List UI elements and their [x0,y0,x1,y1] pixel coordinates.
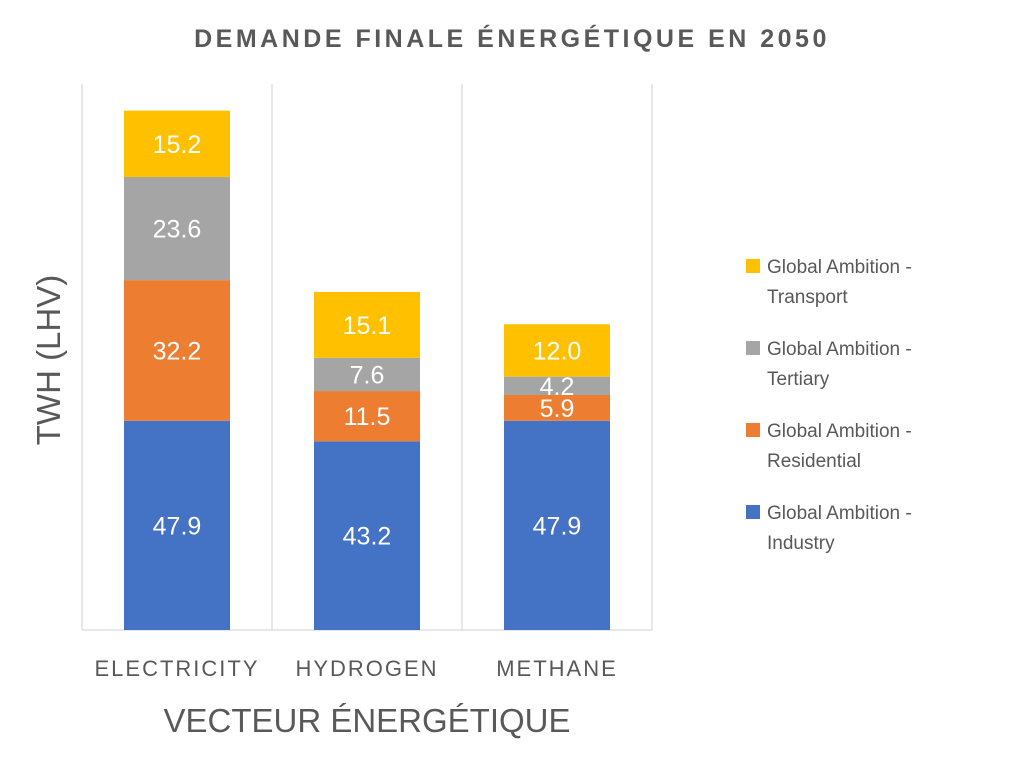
chart-title: DEMANDE FINALE ÉNERGÉTIQUE EN 2050 [194,24,830,53]
legend-label: Global Ambition - Industry [767,503,912,554]
bar-segment [124,280,230,421]
legend-label-line: Global Ambition - [767,503,912,524]
legend-swatch [746,259,760,273]
data-label: 12.0 [533,337,582,365]
x-axis-title: VECTEUR ÉNERGÉTIQUE [163,702,570,739]
legend-label-line: Global Ambition - [767,421,912,442]
legend-label-line: Global Ambition - [767,257,912,278]
data-label: 4.2 [540,373,575,401]
bar-segment [504,420,610,630]
bar-segment [314,441,420,630]
legend-label-line: Tertiary [767,369,830,390]
bar-segment [504,395,610,421]
bars: 47.9 32.2 23.6 15.2 43.2 11.5 7.6 15.1 47.9 5.94.… [124,110,610,630]
data-label: 43.2 [343,523,392,551]
bar-segment [504,324,610,377]
y-axis-title: TWH (LHV) [30,275,67,445]
bar-segment [314,291,420,358]
x-tick-label: HYDROGEN [295,656,438,681]
bar-segment [124,177,230,281]
bar-segment [504,376,610,396]
legend-label: Global Ambition - Transport [767,257,912,308]
data-label: 11.5 [344,403,391,431]
legend-label-line: Industry [767,533,835,554]
legend-label: Global Ambition - Tertiary [767,339,912,390]
legend-label-line: Global Ambition - [767,339,912,360]
data-label: 32.2 [153,337,202,365]
bar-segment [314,357,420,392]
data-label: 47.9 [153,512,202,540]
legend-label-line: Transport [767,287,848,308]
x-axis-ticks: ELECTRICITY HYDROGEN METHANE [94,656,618,681]
x-tick-label: METHANE [496,656,618,681]
data-label: 15.1 [343,312,392,340]
bar-segment [314,391,420,442]
bar-segment [124,420,230,630]
bar-segment [124,110,230,178]
data-label: 7.6 [350,361,385,389]
legend-swatch [746,505,760,519]
data-label: 23.6 [153,216,202,244]
x-tick-label: ELECTRICITY [94,656,259,681]
legend-swatch [746,341,760,355]
legend-label: Global Ambition - Residential [767,421,912,472]
data-label: 47.9 [533,512,582,540]
legend-label-line: Residential [767,451,861,472]
data-label: 15.2 [153,131,202,159]
data-label: 5.9 [540,395,575,423]
legend-swatch [746,423,760,437]
